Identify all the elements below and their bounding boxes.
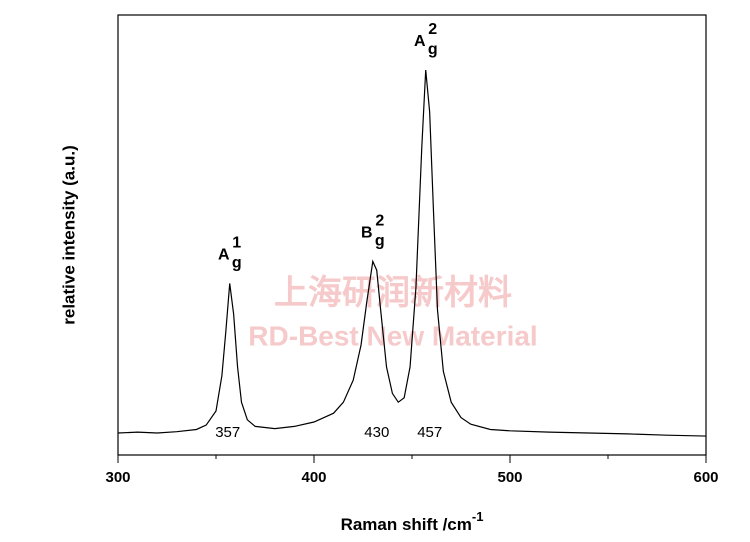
x-axis-label: Raman shift /cm-1 xyxy=(341,509,484,534)
plot-frame xyxy=(117,14,707,456)
peak-label: B xyxy=(361,225,373,242)
peak-label-sub: g xyxy=(428,41,438,58)
peak-label-sub: g xyxy=(232,255,242,272)
spectrum-line xyxy=(117,69,707,437)
peak-label: A xyxy=(218,247,230,264)
peak-label-sup: 2 xyxy=(375,213,384,230)
watermark: 上海研润新材料 xyxy=(274,274,512,312)
x-tick-label: 600 xyxy=(693,469,718,486)
peak-label-sub: g xyxy=(375,233,385,250)
peak-label-sup: 2 xyxy=(428,21,437,38)
peak-label-sup: 1 xyxy=(232,235,241,252)
peak-position-label: 357 xyxy=(215,424,240,441)
x-axis-label-text: Raman shift /cm xyxy=(341,515,472,534)
x-tick-label: 400 xyxy=(301,469,326,486)
x-tick-label: 300 xyxy=(105,469,130,486)
x-tick-label: 500 xyxy=(497,469,522,486)
x-axis-label-sup: -1 xyxy=(472,509,484,524)
peak-position-label: 430 xyxy=(364,424,389,441)
peak-position-label: 457 xyxy=(417,424,442,441)
watermark: RD-Best New Material xyxy=(248,320,537,351)
y-axis-label: relative intensity (a.u.) xyxy=(59,145,78,325)
peak-label: A xyxy=(414,33,426,50)
